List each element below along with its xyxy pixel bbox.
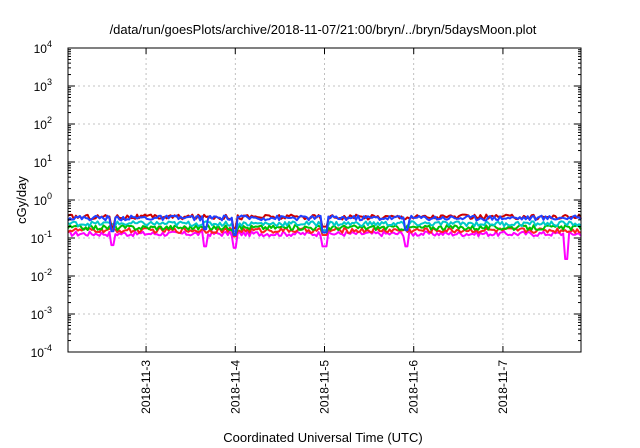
y-axis-label: cGy/day [14,176,29,224]
x-tick-label: 2018-11-5 [318,360,332,414]
y-tick-label: 10-1 [31,229,52,246]
y-tick-label: 103 [34,77,52,94]
chart-title: /data/run/goesPlots/archive/2018-11-07/2… [110,22,537,37]
x-axis-label: Coordinated Universal Time (UTC) [223,430,422,445]
series-line-5 [67,213,582,230]
series-line-2 [67,226,582,238]
series-line-6 [67,214,582,236]
y-tick-label: 100 [34,191,52,208]
x-tick-label: 2018-11-4 [228,360,242,414]
x-tick-label: 2018-11-3 [139,360,153,414]
y-tick-label: 101 [34,153,52,170]
y-tick-label: 10-3 [31,305,52,322]
series-layer [67,213,582,260]
y-tick-label: 10-2 [31,267,52,284]
y-tick-label: 102 [34,115,52,132]
y-tick-label: 104 [34,39,52,56]
series-line-4 [67,220,582,233]
x-tick-label: 2018-11-7 [496,360,510,414]
x-axis: 2018-11-3 2018-11-4 2018-11-5 2018-11-6 2018… [139,48,510,414]
grid [68,48,581,352]
y-tick-label: 10-4 [31,343,52,360]
x-tick-label: 2018-11-6 [407,360,421,414]
y-axis: 10-4 10-3 10-2 10-1 100 101 102 103 104 [31,39,581,360]
